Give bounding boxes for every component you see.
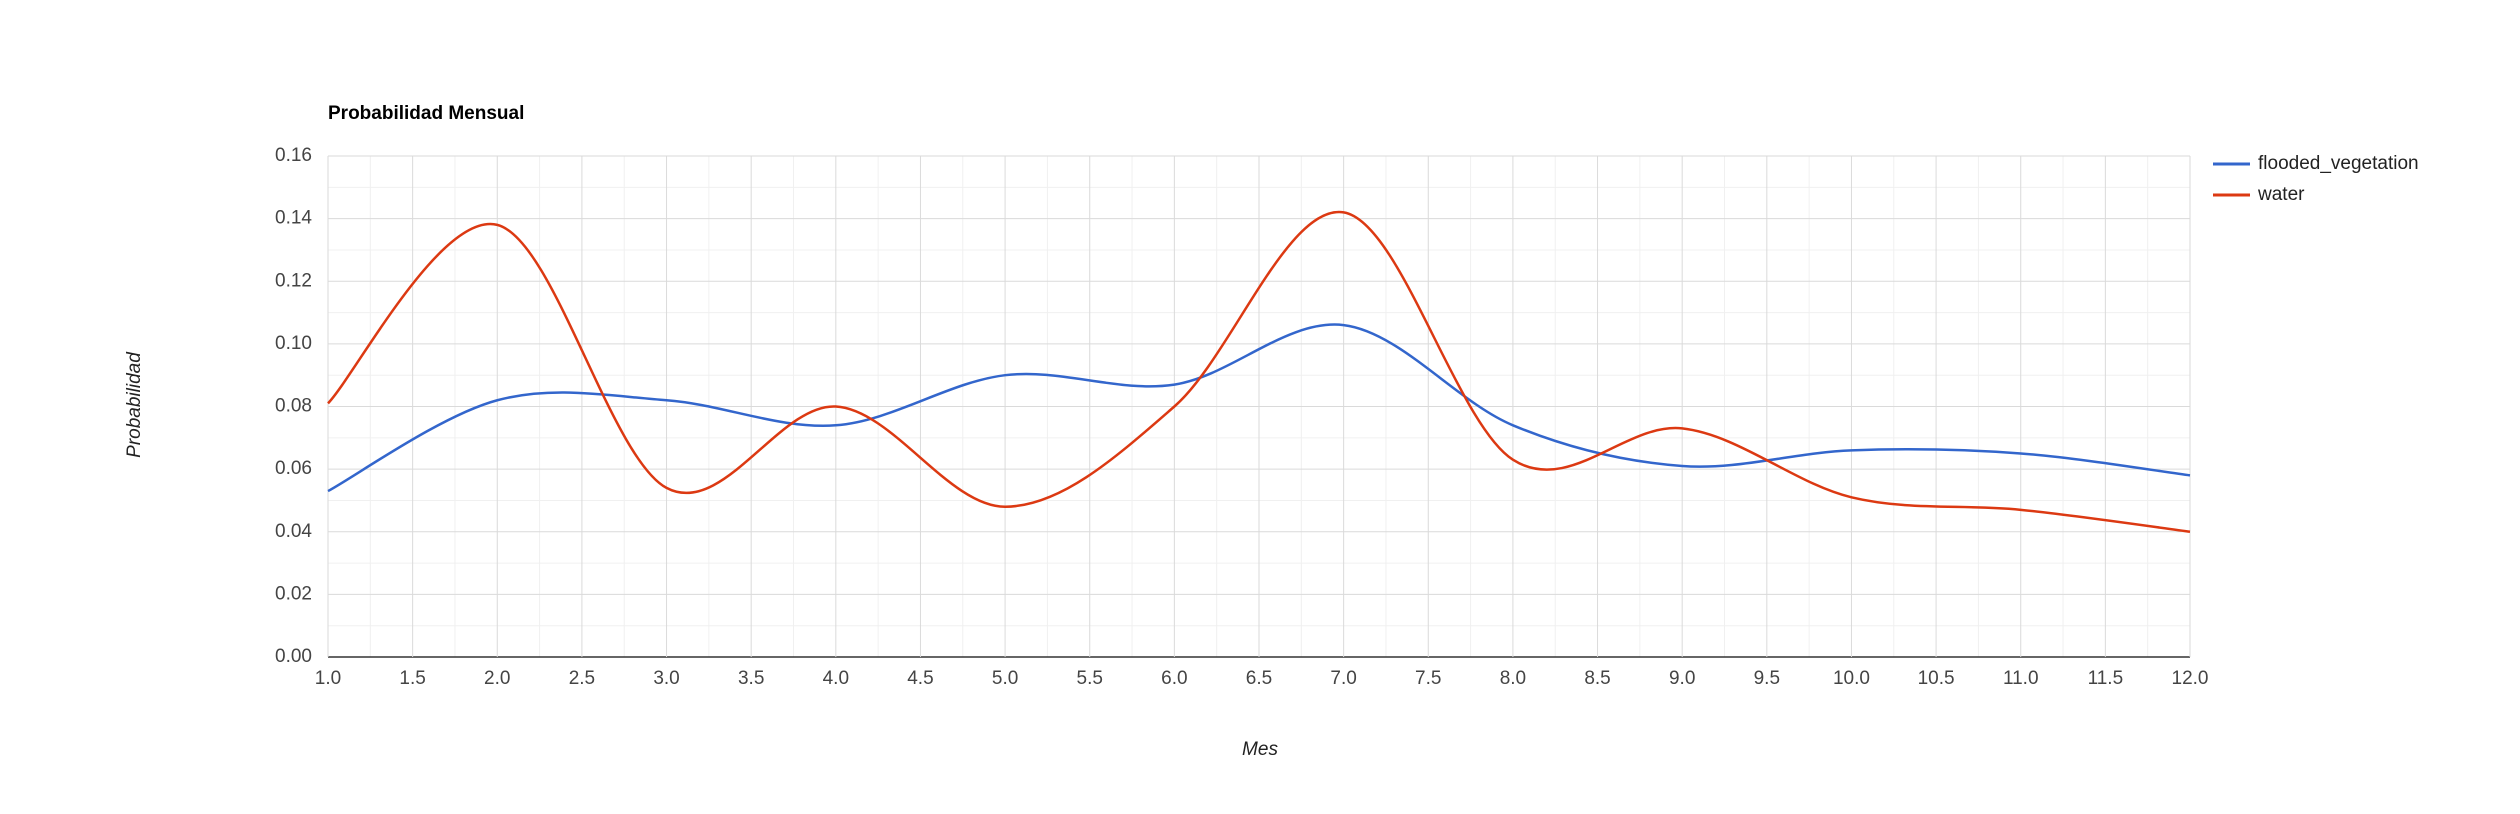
- series-line: [327, 323, 2191, 493]
- x-tick-label: 9.0: [1669, 668, 1695, 689]
- x-tick-label: 1.0: [315, 668, 341, 689]
- y-tick-label: 0.10: [275, 333, 312, 354]
- x-tick-label: 8.0: [1500, 668, 1526, 689]
- x-tick-label: 10.0: [1833, 668, 1870, 689]
- x-tick-label: 6.5: [1246, 668, 1272, 689]
- x-tick-label: 7.0: [1330, 668, 1356, 689]
- x-tick-label: 3.5: [738, 668, 764, 689]
- x-tick-label: 8.5: [1584, 668, 1610, 689]
- x-tick-label: 4.0: [823, 668, 849, 689]
- x-tick-label: 5.0: [992, 668, 1018, 689]
- y-tick-label: 0.00: [275, 646, 312, 667]
- legend-label: flooded_vegetation: [2258, 153, 2419, 174]
- chart-title: Probabilidad Mensual: [328, 103, 524, 124]
- y-tick-label: 0.16: [275, 145, 312, 166]
- x-tick-label: 4.5: [907, 668, 933, 689]
- y-tick-label: 0.04: [275, 521, 312, 542]
- x-tick-label: 11.0: [2003, 668, 2039, 689]
- x-tick-label: 12.0: [2172, 668, 2209, 689]
- y-tick-label: 0.12: [275, 270, 312, 291]
- legend-label: water: [2257, 184, 2305, 205]
- x-tick-label: 1.5: [399, 668, 425, 689]
- x-tick-label: 10.5: [1918, 668, 1955, 689]
- x-tick-label: 2.0: [484, 668, 510, 689]
- y-tick-label: 0.14: [275, 208, 312, 229]
- x-tick-label: 7.5: [1415, 668, 1441, 689]
- x-tick-label: 6.0: [1161, 668, 1187, 689]
- y-tick-label: 0.06: [275, 458, 312, 479]
- y-tick-label: 0.08: [275, 396, 312, 417]
- y-axis-label: Probabilidad: [124, 351, 145, 458]
- series-line: [327, 211, 2191, 533]
- x-tick-label: 9.5: [1754, 668, 1780, 689]
- x-tick-label: 5.5: [1077, 668, 1103, 689]
- x-tick-label: 2.5: [569, 668, 595, 689]
- x-tick-label: 11.5: [2088, 668, 2124, 689]
- x-tick-label: 3.0: [653, 668, 679, 689]
- y-tick-label: 0.02: [275, 583, 312, 604]
- x-axis-label: Mes: [1242, 739, 1278, 760]
